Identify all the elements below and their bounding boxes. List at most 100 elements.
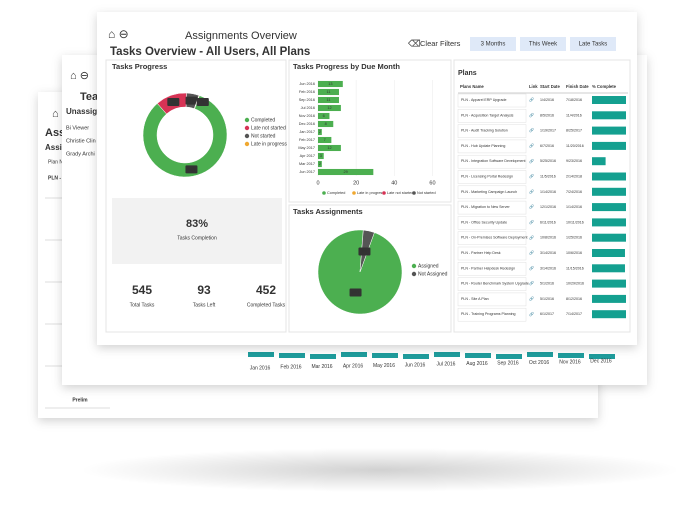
data-label: 12 <box>327 146 331 150</box>
legend-label: Not started <box>417 191 436 195</box>
link-icon[interactable]: 🔗 <box>529 265 534 270</box>
tab-label: This Week <box>529 42 558 48</box>
clear-filter-icon[interactable]: ⌫ <box>408 38 421 48</box>
name: Grady Archi <box>66 151 95 157</box>
row-cell <box>457 292 527 307</box>
row-cell <box>457 139 527 154</box>
plan-name: PLN - Router Benchmark System Upgrade <box>461 282 529 286</box>
link-icon[interactable]: 🔗 <box>529 143 534 148</box>
complete-bar <box>592 310 626 319</box>
bar <box>318 96 339 104</box>
clear-filters-button[interactable]: Clear Filters <box>420 39 461 48</box>
plan-name: PLN - Acquisition Target Analysis <box>461 113 514 117</box>
finish-date: 11/4/2016 <box>566 113 582 117</box>
link-icon[interactable]: 🔗 <box>529 112 534 117</box>
link-icon[interactable]: 🔗 <box>529 250 534 255</box>
legend-label: Not started <box>251 133 276 139</box>
legend-marker <box>244 117 250 123</box>
start-date: 1/4/2016 <box>540 98 554 102</box>
y-tick-label: Feb 2017 <box>299 138 315 142</box>
timeline-bar <box>558 353 584 358</box>
row-cell <box>457 109 527 123</box>
link-icon[interactable]: 🔗 <box>529 204 534 209</box>
bar <box>318 128 322 136</box>
table-title: Plans <box>458 70 477 77</box>
data-label: 12 <box>327 106 331 110</box>
finish-date: 11/20/2016 <box>566 144 584 148</box>
month-label: May 2016 <box>373 363 395 369</box>
y-tick-label: Jan 2017 <box>299 130 315 134</box>
finish-date: 8/25/2017 <box>566 129 582 133</box>
y-tick-label: Jun 2016 <box>299 82 315 86</box>
legend-label: Not Assigned <box>418 271 448 277</box>
y-tick-label: May 2017 <box>298 146 315 150</box>
data-label: 66 <box>171 99 177 104</box>
timeline: Jan 2016 Feb 2016 Mar 2016 Apr 2016 May 2016… <box>248 352 615 371</box>
tab-button[interactable] <box>570 37 616 51</box>
row-cell <box>457 262 527 276</box>
month-label: Apr 2016 <box>343 364 364 370</box>
legend-marker <box>412 191 416 195</box>
month-label: Mar 2016 <box>311 364 332 370</box>
data-label: 3 <box>320 154 322 158</box>
start-date: 3/14/2016 <box>540 251 556 255</box>
start-date: 10/8/2016 <box>540 236 556 240</box>
link-icon[interactable]: 🔗 <box>529 311 534 316</box>
legend-marker <box>244 141 250 147</box>
complete-bar <box>592 203 626 212</box>
timeline-bar <box>403 354 429 359</box>
bar <box>318 80 343 88</box>
data-label: 1 <box>202 99 205 104</box>
tab-label: 3 Months <box>481 42 506 48</box>
kpi-value: 452 <box>256 283 276 297</box>
y-tick-label: Jun 2017 <box>299 170 315 174</box>
plan-name: PLN - Site A Plan <box>461 297 489 301</box>
finish-date: 1/14/2016 <box>566 205 582 209</box>
plan-name: PLN - Partner Help Desk <box>461 251 501 255</box>
tab-button[interactable] <box>470 37 516 51</box>
x-tick-label: 60 <box>429 180 435 186</box>
plan-name: PLN - Partner Helpdesk Redesign <box>461 266 515 270</box>
tab-button[interactable] <box>520 37 566 51</box>
link-icon[interactable]: 🔗 <box>529 296 534 301</box>
column-header: Plans Name <box>460 84 484 89</box>
tab-label: Late Tasks <box>579 42 608 48</box>
complete-bar <box>592 126 626 135</box>
complete-bar <box>592 264 625 273</box>
link-icon[interactable]: 🔗 <box>529 281 534 286</box>
bar <box>318 152 324 160</box>
link-icon[interactable]: 🔗 <box>529 235 534 240</box>
data-label-bg <box>185 165 198 174</box>
data-label: 11 <box>327 90 331 94</box>
link-icon[interactable]: 🔗 <box>529 219 534 224</box>
row-cell <box>457 185 527 200</box>
timeline-bar <box>341 352 367 357</box>
column-header: Start Date <box>540 84 560 89</box>
charts: Tasks Progress 453 Completed 66 Late not sta… <box>112 62 448 315</box>
kpi-value: 83% <box>186 218 208 230</box>
name: Bi Viewer <box>66 125 89 131</box>
legend-label: Assigned <box>418 263 439 269</box>
link-icon[interactable]: 🔗 <box>529 97 534 102</box>
link-icon[interactable]: 🔗 <box>529 189 534 194</box>
complete-bar <box>592 172 626 181</box>
row-cell <box>457 170 527 184</box>
link-icon[interactable]: 🔗 <box>529 128 534 133</box>
nav-icons[interactable]: ⌂ ⊖ <box>108 27 129 41</box>
legend-label: Late in progress <box>357 191 384 195</box>
y-tick-label: Nov 2016 <box>299 114 315 118</box>
x-tick-label: 0 <box>316 180 319 186</box>
link-icon[interactable]: 🔗 <box>529 158 534 163</box>
legend-label: Completed <box>327 191 345 195</box>
plan-name: PLN - Office Security Update <box>461 220 507 224</box>
row-cell <box>457 307 527 322</box>
link-icon[interactable]: 🔗 <box>529 174 534 179</box>
data-label: 13 <box>328 82 332 86</box>
finish-date: 2/14/2018 <box>566 174 582 178</box>
kpi-box <box>112 198 282 264</box>
group-label: Prelim <box>72 397 88 403</box>
timeline-bar <box>496 354 522 359</box>
kpi-label: Tasks Left <box>193 302 216 308</box>
start-date: 6/11/2016 <box>540 220 556 224</box>
